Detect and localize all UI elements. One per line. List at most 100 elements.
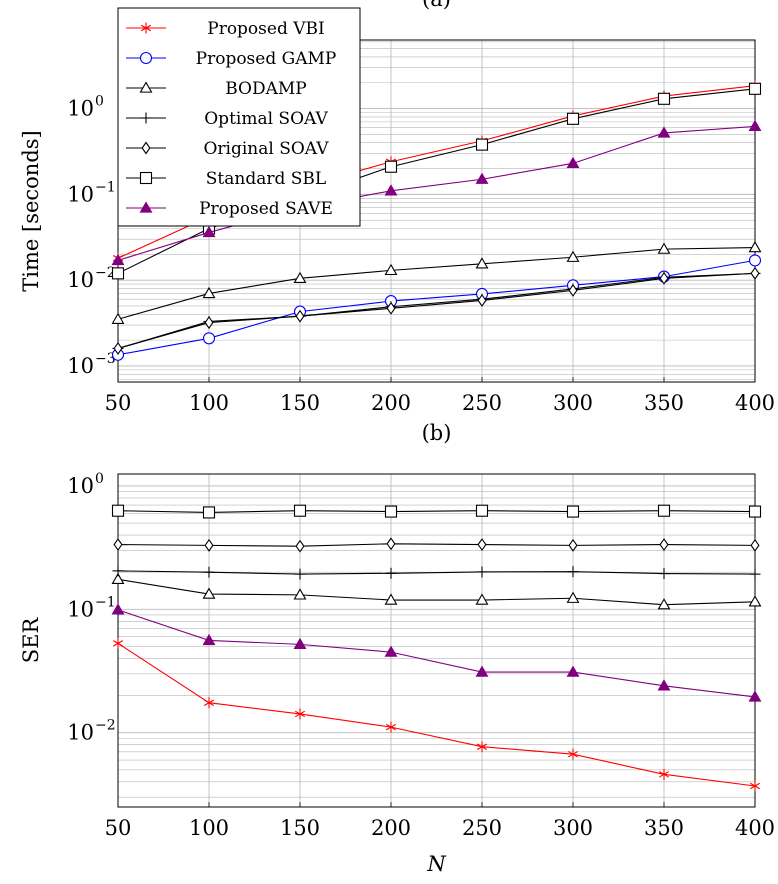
data-point-orsoav	[386, 537, 396, 551]
y-tick-label: 10	[67, 721, 94, 745]
data-point-bodamp	[384, 593, 398, 605]
data-point-save	[111, 603, 125, 615]
x-tick-label: 100	[189, 391, 229, 415]
data-point-sbl	[202, 506, 216, 519]
triangle-icon	[139, 81, 153, 93]
x-tick-label: 350	[644, 391, 684, 415]
series-line-vbi	[117, 642, 756, 787]
x-tick-label: 50	[105, 391, 132, 415]
data-point-sbl	[111, 504, 125, 517]
panel-title: (b)	[422, 421, 452, 445]
legend-label: BODAMP	[225, 79, 307, 99]
x-tick-label: 100	[189, 816, 229, 840]
data-point-bodamp	[293, 588, 307, 600]
data-point-osoav	[567, 566, 579, 578]
data-point-save	[384, 184, 398, 196]
y-tick-exponent: −2	[95, 718, 116, 734]
x-tick-label: 300	[553, 391, 593, 415]
series-line-gamp	[117, 259, 756, 356]
x-tick-label: 250	[462, 816, 502, 840]
star-arm	[140, 24, 152, 32]
panel-title: (a)	[422, 0, 451, 11]
data-point-orsoav	[204, 316, 214, 330]
data-point-osoav	[112, 565, 124, 577]
series-line-bodamp	[117, 246, 756, 320]
legend-item-bodamp: BODAMP	[126, 79, 307, 99]
data-point-sbl	[748, 505, 762, 518]
data-point-gamp	[202, 332, 216, 345]
circle-icon	[139, 51, 153, 65]
data-point-orsoav	[477, 293, 487, 307]
y-tick-label: 10	[67, 474, 94, 498]
legend-item-gamp: Proposed GAMP	[126, 49, 336, 69]
y-tick-exponent: −1	[95, 179, 116, 195]
data-point-save	[657, 679, 671, 691]
data-point-bodamp	[111, 312, 125, 324]
series-save	[111, 119, 762, 266]
y-tick-label: 10	[67, 268, 94, 292]
x-tick-label: 400	[735, 391, 775, 415]
star-icon	[140, 22, 152, 34]
series-sbl	[111, 504, 762, 519]
legend-item-sbl: Standard SBL	[126, 169, 326, 189]
legend-label: Optimal SOAV	[204, 109, 328, 129]
data-point-orsoav	[568, 538, 578, 552]
data-point-vbi	[112, 637, 124, 649]
series-bodamp	[111, 240, 762, 324]
data-point-sbl	[566, 505, 580, 518]
data-point-save	[111, 253, 125, 266]
star-arm	[567, 750, 579, 758]
data-point-bodamp	[475, 593, 489, 605]
x-tick-label: 350	[644, 816, 684, 840]
data-point-save	[384, 645, 398, 657]
data-point-save	[748, 690, 762, 702]
series-line-save	[117, 609, 756, 698]
y-tick-label: 10	[67, 354, 94, 378]
data-point-sbl	[384, 505, 398, 518]
x-tick-label: 200	[371, 391, 411, 415]
data-point-vbi	[476, 741, 488, 753]
star-arm	[476, 743, 488, 750]
legend-label: Proposed GAMP	[196, 49, 337, 69]
data-point-save	[475, 665, 489, 677]
data-point-orsoav	[204, 538, 214, 552]
data-point-vbi	[385, 721, 397, 733]
data-point-vbi	[567, 748, 579, 760]
star-arm	[385, 723, 397, 731]
data-point-orsoav	[477, 538, 487, 552]
data-point-bodamp	[657, 598, 671, 610]
x-tick-label: 50	[105, 816, 132, 840]
data-point-osoav	[203, 566, 215, 578]
y-tick-exponent: 0	[95, 471, 104, 487]
legend-item-vbi: Proposed VBI	[126, 19, 325, 39]
data-point-bodamp	[748, 595, 762, 607]
data-point-sbl	[566, 112, 580, 125]
data-point-bodamp	[566, 591, 580, 603]
star-arm	[112, 640, 124, 647]
data-point-bodamp	[748, 240, 762, 253]
legend-label: Original SOAV	[203, 139, 329, 159]
plus-icon	[140, 112, 152, 124]
x-tick-label: 150	[280, 816, 320, 840]
data-point-sbl	[111, 267, 125, 280]
star-arm	[203, 699, 215, 706]
data-point-bodamp	[293, 271, 307, 284]
data-point-orsoav	[659, 538, 669, 552]
y-tick-exponent: −1	[95, 594, 116, 610]
data-point-save	[202, 633, 216, 646]
x-tick-label: 300	[553, 816, 593, 840]
data-point-vbi	[749, 780, 761, 792]
legend-label: Standard SBL	[206, 169, 326, 189]
data-point-sbl	[384, 160, 398, 173]
data-point-vbi	[294, 708, 306, 720]
data-point-save	[293, 637, 307, 650]
data-point-orsoav	[113, 341, 123, 355]
x-tick-label: 200	[371, 816, 411, 840]
data-point-sbl	[657, 504, 671, 517]
data-point-orsoav	[386, 301, 396, 315]
star-arm	[294, 710, 306, 718]
x-axis-title: N	[426, 852, 446, 876]
data-point-bodamp	[111, 572, 125, 585]
